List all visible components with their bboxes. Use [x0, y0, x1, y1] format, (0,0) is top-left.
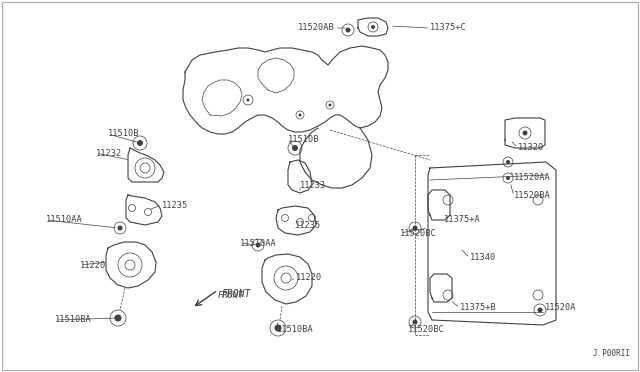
Text: 11320: 11320: [518, 144, 544, 153]
Circle shape: [506, 176, 510, 180]
Circle shape: [413, 225, 417, 231]
Circle shape: [275, 324, 282, 331]
Circle shape: [538, 308, 543, 312]
Text: 11375+B: 11375+B: [460, 304, 497, 312]
Text: 11375+A: 11375+A: [444, 215, 481, 224]
Circle shape: [255, 243, 260, 247]
Circle shape: [115, 314, 122, 321]
Text: 11510BA: 11510BA: [277, 326, 314, 334]
Circle shape: [292, 145, 298, 151]
Text: FRONT: FRONT: [222, 289, 252, 299]
Text: J P00RII: J P00RII: [593, 349, 630, 358]
Text: 11510BA: 11510BA: [55, 315, 92, 324]
Circle shape: [328, 103, 332, 106]
Text: 11232: 11232: [96, 148, 122, 157]
Text: 11220: 11220: [80, 260, 106, 269]
Text: 11520AA: 11520AA: [514, 173, 551, 182]
Text: 11520A: 11520A: [545, 304, 577, 312]
Text: 11520BA: 11520BA: [514, 192, 551, 201]
Text: 11340: 11340: [470, 253, 496, 263]
Text: FRONT: FRONT: [218, 292, 244, 301]
Circle shape: [506, 160, 510, 164]
Text: 11220: 11220: [296, 273, 323, 282]
Circle shape: [371, 25, 375, 29]
Circle shape: [298, 113, 301, 116]
Text: 11375+C: 11375+C: [430, 23, 467, 32]
Text: 11520BC: 11520BC: [408, 326, 445, 334]
Text: 11510AA: 11510AA: [240, 238, 276, 247]
Circle shape: [118, 225, 122, 231]
Circle shape: [246, 99, 250, 102]
Circle shape: [413, 320, 417, 324]
Text: 11510B: 11510B: [108, 129, 140, 138]
Text: 11510B: 11510B: [288, 135, 319, 144]
Circle shape: [137, 140, 143, 146]
Text: 11520AB: 11520AB: [298, 23, 335, 32]
Text: 11510AA: 11510AA: [46, 215, 83, 224]
Text: 11235: 11235: [295, 221, 321, 230]
Circle shape: [522, 131, 527, 135]
Text: 11235: 11235: [162, 201, 188, 209]
Circle shape: [346, 28, 351, 32]
Text: 11233: 11233: [300, 180, 326, 189]
Text: 11520BC: 11520BC: [400, 228, 436, 237]
